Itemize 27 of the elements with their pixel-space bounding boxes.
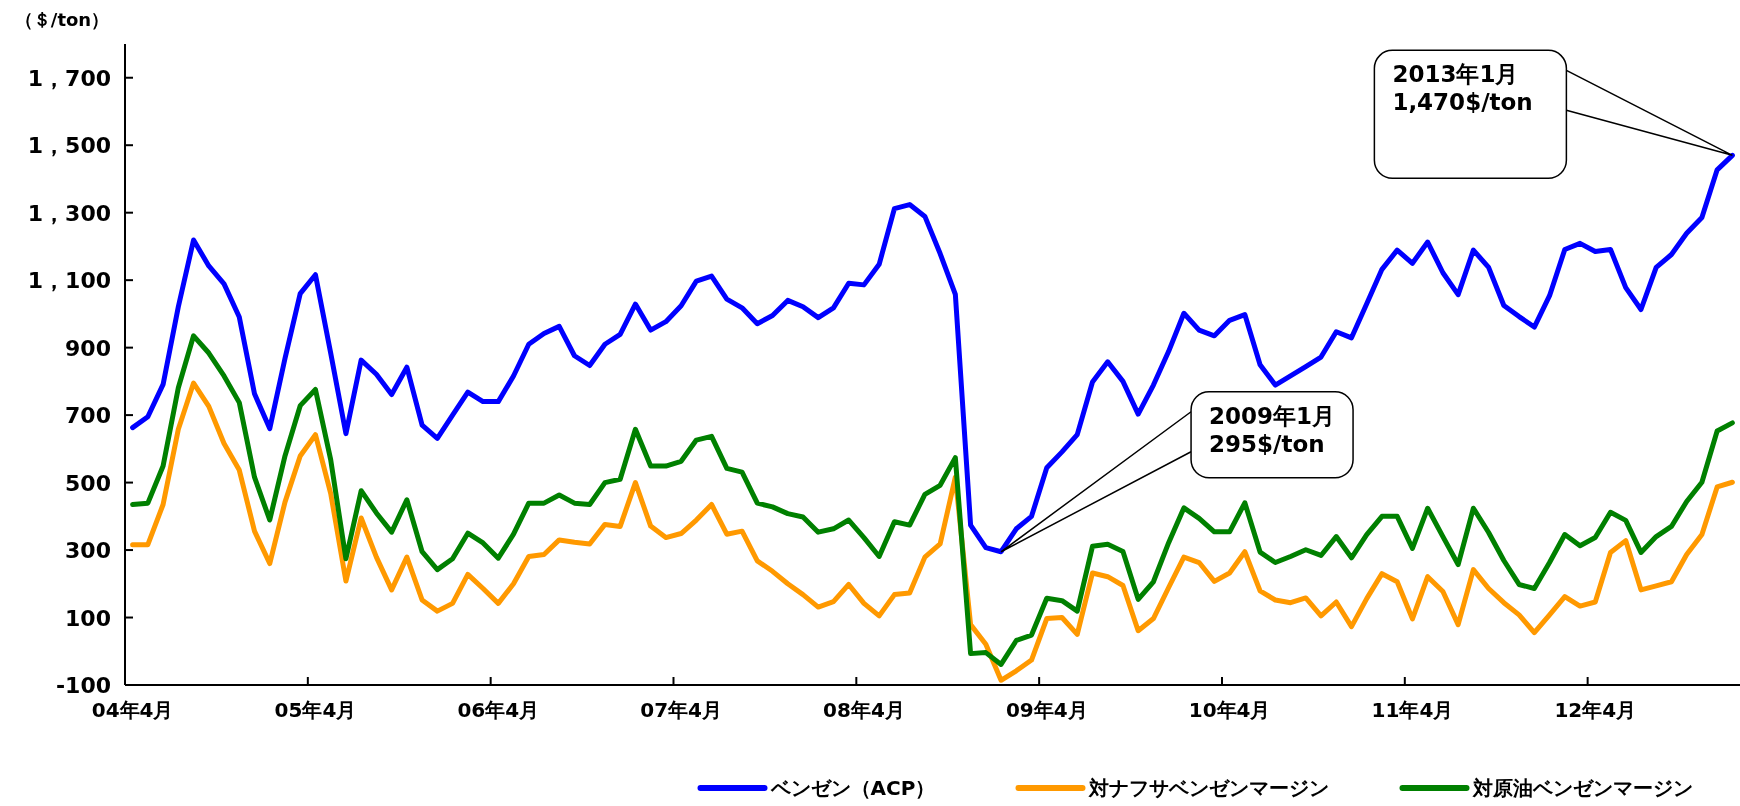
y-tick-label: 1，500 bbox=[27, 133, 111, 159]
x-tick-label: 11年4月 bbox=[1371, 698, 1454, 722]
y-tick-label: 1，100 bbox=[27, 268, 111, 294]
x-tick-label: 09年4月 bbox=[1005, 698, 1088, 722]
x-tick-label: 07年4月 bbox=[640, 698, 722, 722]
y-tick-label: 300 bbox=[65, 538, 111, 564]
y-tick-label: 100 bbox=[65, 605, 111, 631]
annotation: 2009年1月 295$/ton bbox=[1209, 402, 1336, 457]
y-tick-label: -100 bbox=[55, 673, 111, 698]
x-tick-label: 06年4月 bbox=[457, 698, 540, 722]
x-tick-label: 10年4月 bbox=[1188, 698, 1271, 722]
y-tick-label: 900 bbox=[65, 335, 111, 361]
y-tick-label: 500 bbox=[65, 470, 111, 496]
x-tick-label: 04年4月 bbox=[91, 698, 174, 722]
y-tick-label: 1，700 bbox=[27, 65, 111, 91]
x-tick-label: 12年4月 bbox=[1554, 698, 1637, 722]
legend-label: 対原油ベンゼンマージン bbox=[1471, 776, 1693, 800]
legend-label: 対ナフサベンゼンマージン bbox=[1087, 776, 1329, 800]
annotation: 2013年1月 1,470$/ton bbox=[1373, 49, 1734, 180]
x-tick-label: 05年4月 bbox=[274, 698, 357, 722]
y-tick-label: 700 bbox=[65, 403, 111, 429]
annotation: 2009年1月 295$/ton bbox=[1000, 391, 1354, 553]
legend-label: ベンゼン（ACP） bbox=[769, 776, 936, 800]
y-tick-label: 1，300 bbox=[27, 200, 111, 226]
y-axis-title: （＄/ton） bbox=[14, 9, 110, 30]
x-tick-label: 08年4月 bbox=[823, 698, 905, 722]
annotation: 2013年1月 1,470$/ton bbox=[1392, 61, 1533, 116]
